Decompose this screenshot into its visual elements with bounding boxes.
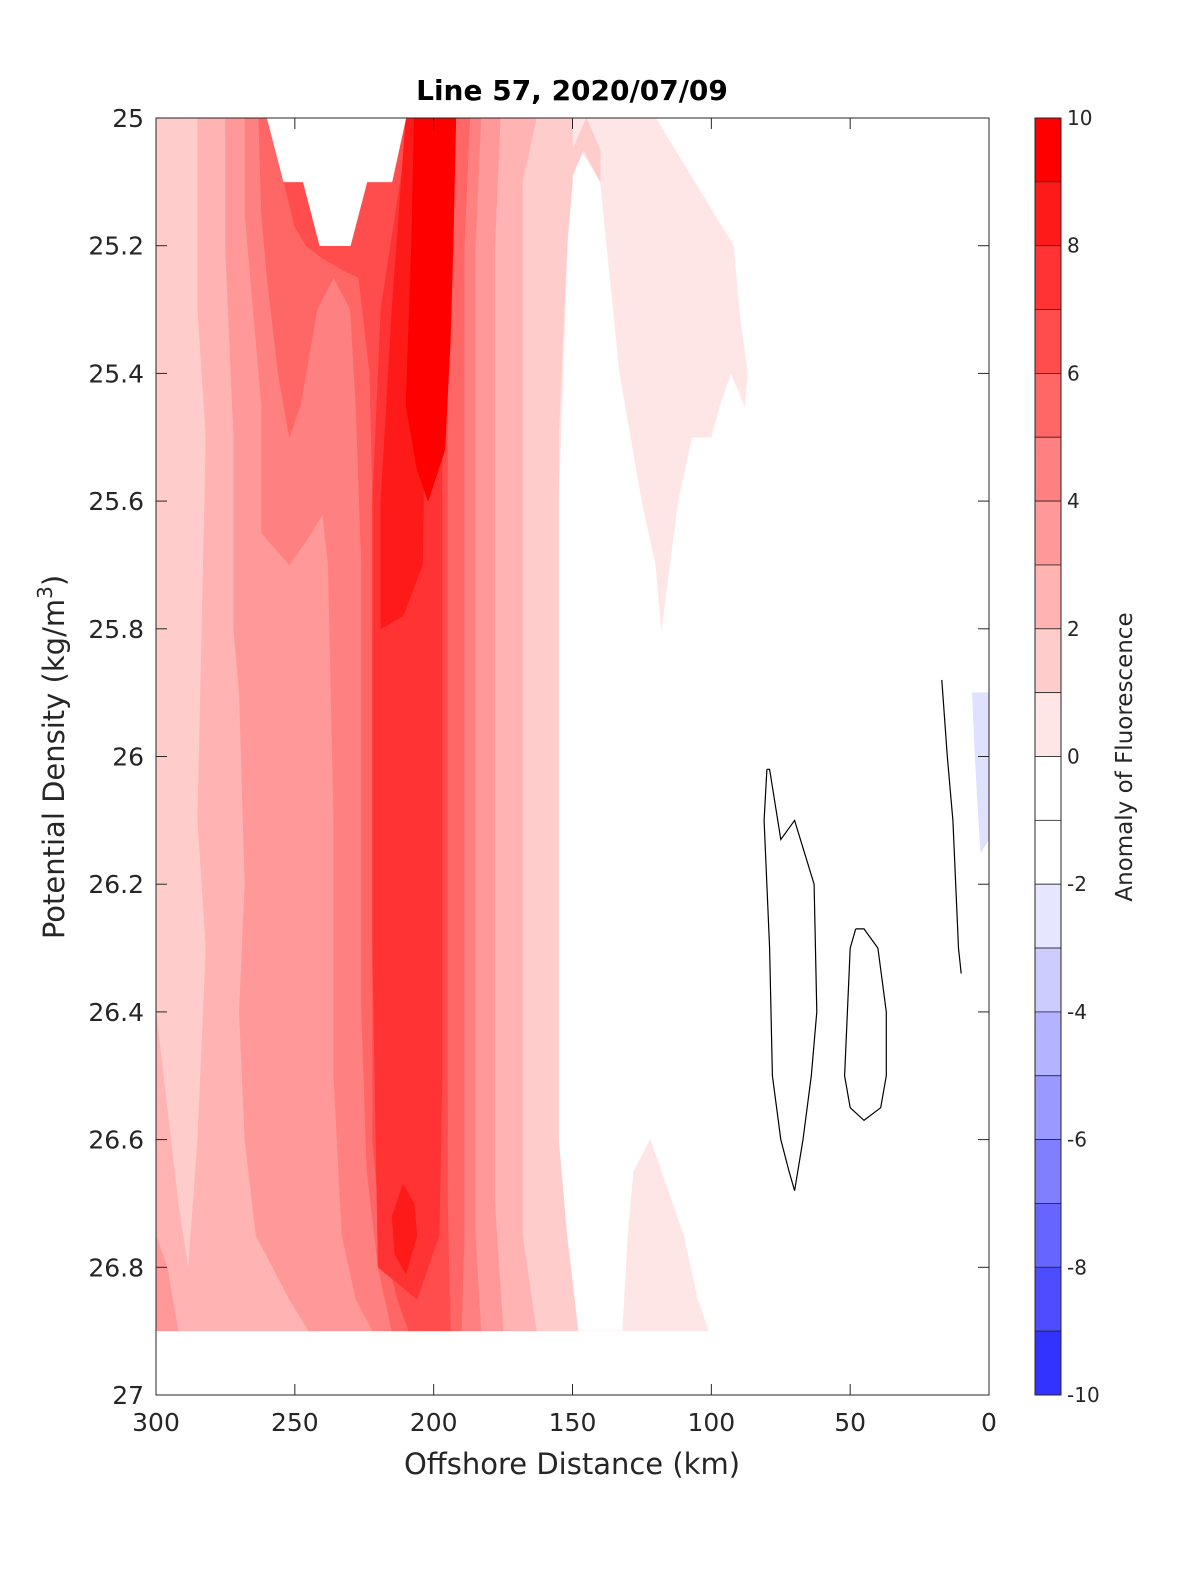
- colorbar-swatches: [1034, 117, 1062, 1396]
- colorbar-swatch: [1034, 564, 1062, 630]
- contour-c: [941, 679, 962, 974]
- colorbar-tick-label: 4: [1067, 489, 1080, 513]
- x-tick-label: 100: [687, 1408, 735, 1437]
- contour-fill-level-10-core: [405, 117, 457, 502]
- chart-title: Line 57, 2020/07/09: [416, 74, 728, 107]
- colorbar-ticks: 10 8 6 4 2 0 -2 -4 -6 -8 -10: [1067, 106, 1100, 1407]
- plot-area: 300 250 200 150 100 50 0 25 25.2 25.4 25.6 25.8 26 26…: [88, 104, 997, 1437]
- contour-fill-level-9-10-bottom: [391, 1183, 418, 1275]
- colorbar-swatch: [1034, 309, 1062, 374]
- colorbar-tick-label: 10: [1067, 106, 1092, 130]
- colorbar-swatch: [1034, 436, 1062, 502]
- y-tick-label: 25.6: [88, 487, 144, 516]
- y-axis-label-end: ): [37, 575, 71, 586]
- y-tick-label: 25.8: [88, 615, 144, 644]
- colorbar-swatch: [1034, 628, 1062, 694]
- colorbar-swatch: [1034, 181, 1062, 247]
- contour-fill-layer: [155, 117, 990, 1395]
- colorbar-swatch: [1034, 819, 1062, 885]
- colorbar-tick-label: -4: [1067, 1000, 1087, 1024]
- x-tick-label: 150: [549, 1408, 597, 1437]
- contour-a: [763, 768, 818, 1191]
- x-axis-label: Offshore Distance (km): [404, 1447, 740, 1481]
- colorbar-swatch: [1034, 1203, 1062, 1268]
- colorbar-tick-label: -10: [1067, 1383, 1100, 1407]
- contour-line-layer: [763, 679, 962, 1191]
- colorbar-swatch: [1034, 883, 1062, 949]
- y-axis-label: Potential Density (kg/m3): [33, 575, 71, 939]
- contour-white-cutout-top: [266, 117, 407, 246]
- colorbar-tick-label: 6: [1067, 361, 1080, 385]
- y-tick-label: 26.2: [88, 870, 144, 899]
- contour-b: [843, 928, 887, 1122]
- x-tick-label: 200: [410, 1408, 458, 1437]
- y-tick-label: 26: [112, 743, 144, 772]
- colorbar-swatch: [1034, 692, 1062, 757]
- colorbar-tick-label: 8: [1067, 234, 1080, 258]
- colorbar-swatch: [1034, 756, 1062, 821]
- colorbar-tick-label: 2: [1067, 617, 1080, 641]
- y-axis-label-superscript: 3: [33, 586, 57, 599]
- colorbar-swatch: [1034, 245, 1062, 310]
- contour-fill-level-2-3-right: [569, 117, 601, 183]
- colorbar-tick-label: -6: [1067, 1128, 1087, 1152]
- colorbar-swatch: [1034, 947, 1062, 1013]
- x-tick-label: 50: [834, 1408, 866, 1437]
- colorbar-swatch: [1034, 1011, 1062, 1077]
- y-tick-label: 27: [112, 1381, 144, 1410]
- colorbar: 10 8 6 4 2 0 -2 -4 -6 -8 -10 Anomaly of Fluorescen…: [1034, 106, 1138, 1407]
- colorbar-tick-label: 0: [1067, 745, 1080, 769]
- contour-fill-level-5-6-center: [283, 679, 329, 1300]
- axis-ticks: 300 250 200 150 100 50 0 25 25.2 25.4 25.6 25.8 26 26…: [88, 104, 997, 1437]
- y-tick-label: 26.4: [88, 998, 144, 1027]
- colorbar-tick-label: -8: [1067, 1255, 1087, 1279]
- colorbar-swatch: [1034, 1075, 1062, 1140]
- x-tick-label: 0: [981, 1408, 997, 1437]
- colorbar-label: Anomaly of Fluorescence: [1112, 612, 1138, 901]
- colorbar-frame: [1034, 117, 1062, 1396]
- y-tick-label: 26.8: [88, 1253, 144, 1282]
- colorbar-swatch: [1034, 117, 1062, 183]
- colorbar-swatch: [1034, 1139, 1062, 1204]
- x-tick-label: 250: [271, 1408, 319, 1437]
- x-tick-label: 300: [132, 1408, 180, 1437]
- y-tick-label: 25.4: [88, 359, 144, 388]
- y-tick-label: 25: [112, 104, 144, 133]
- colorbar-tick-label: -2: [1067, 872, 1087, 896]
- y-tick-label: 26.6: [88, 1126, 144, 1155]
- colorbar-swatch: [1034, 1330, 1062, 1396]
- colorbar-swatch: [1034, 500, 1062, 566]
- y-axis-label-main: Potential Density (kg/m: [37, 599, 71, 939]
- y-tick-label: 25.2: [88, 232, 144, 261]
- colorbar-swatch: [1034, 372, 1062, 438]
- colorbar-swatch: [1034, 1266, 1062, 1332]
